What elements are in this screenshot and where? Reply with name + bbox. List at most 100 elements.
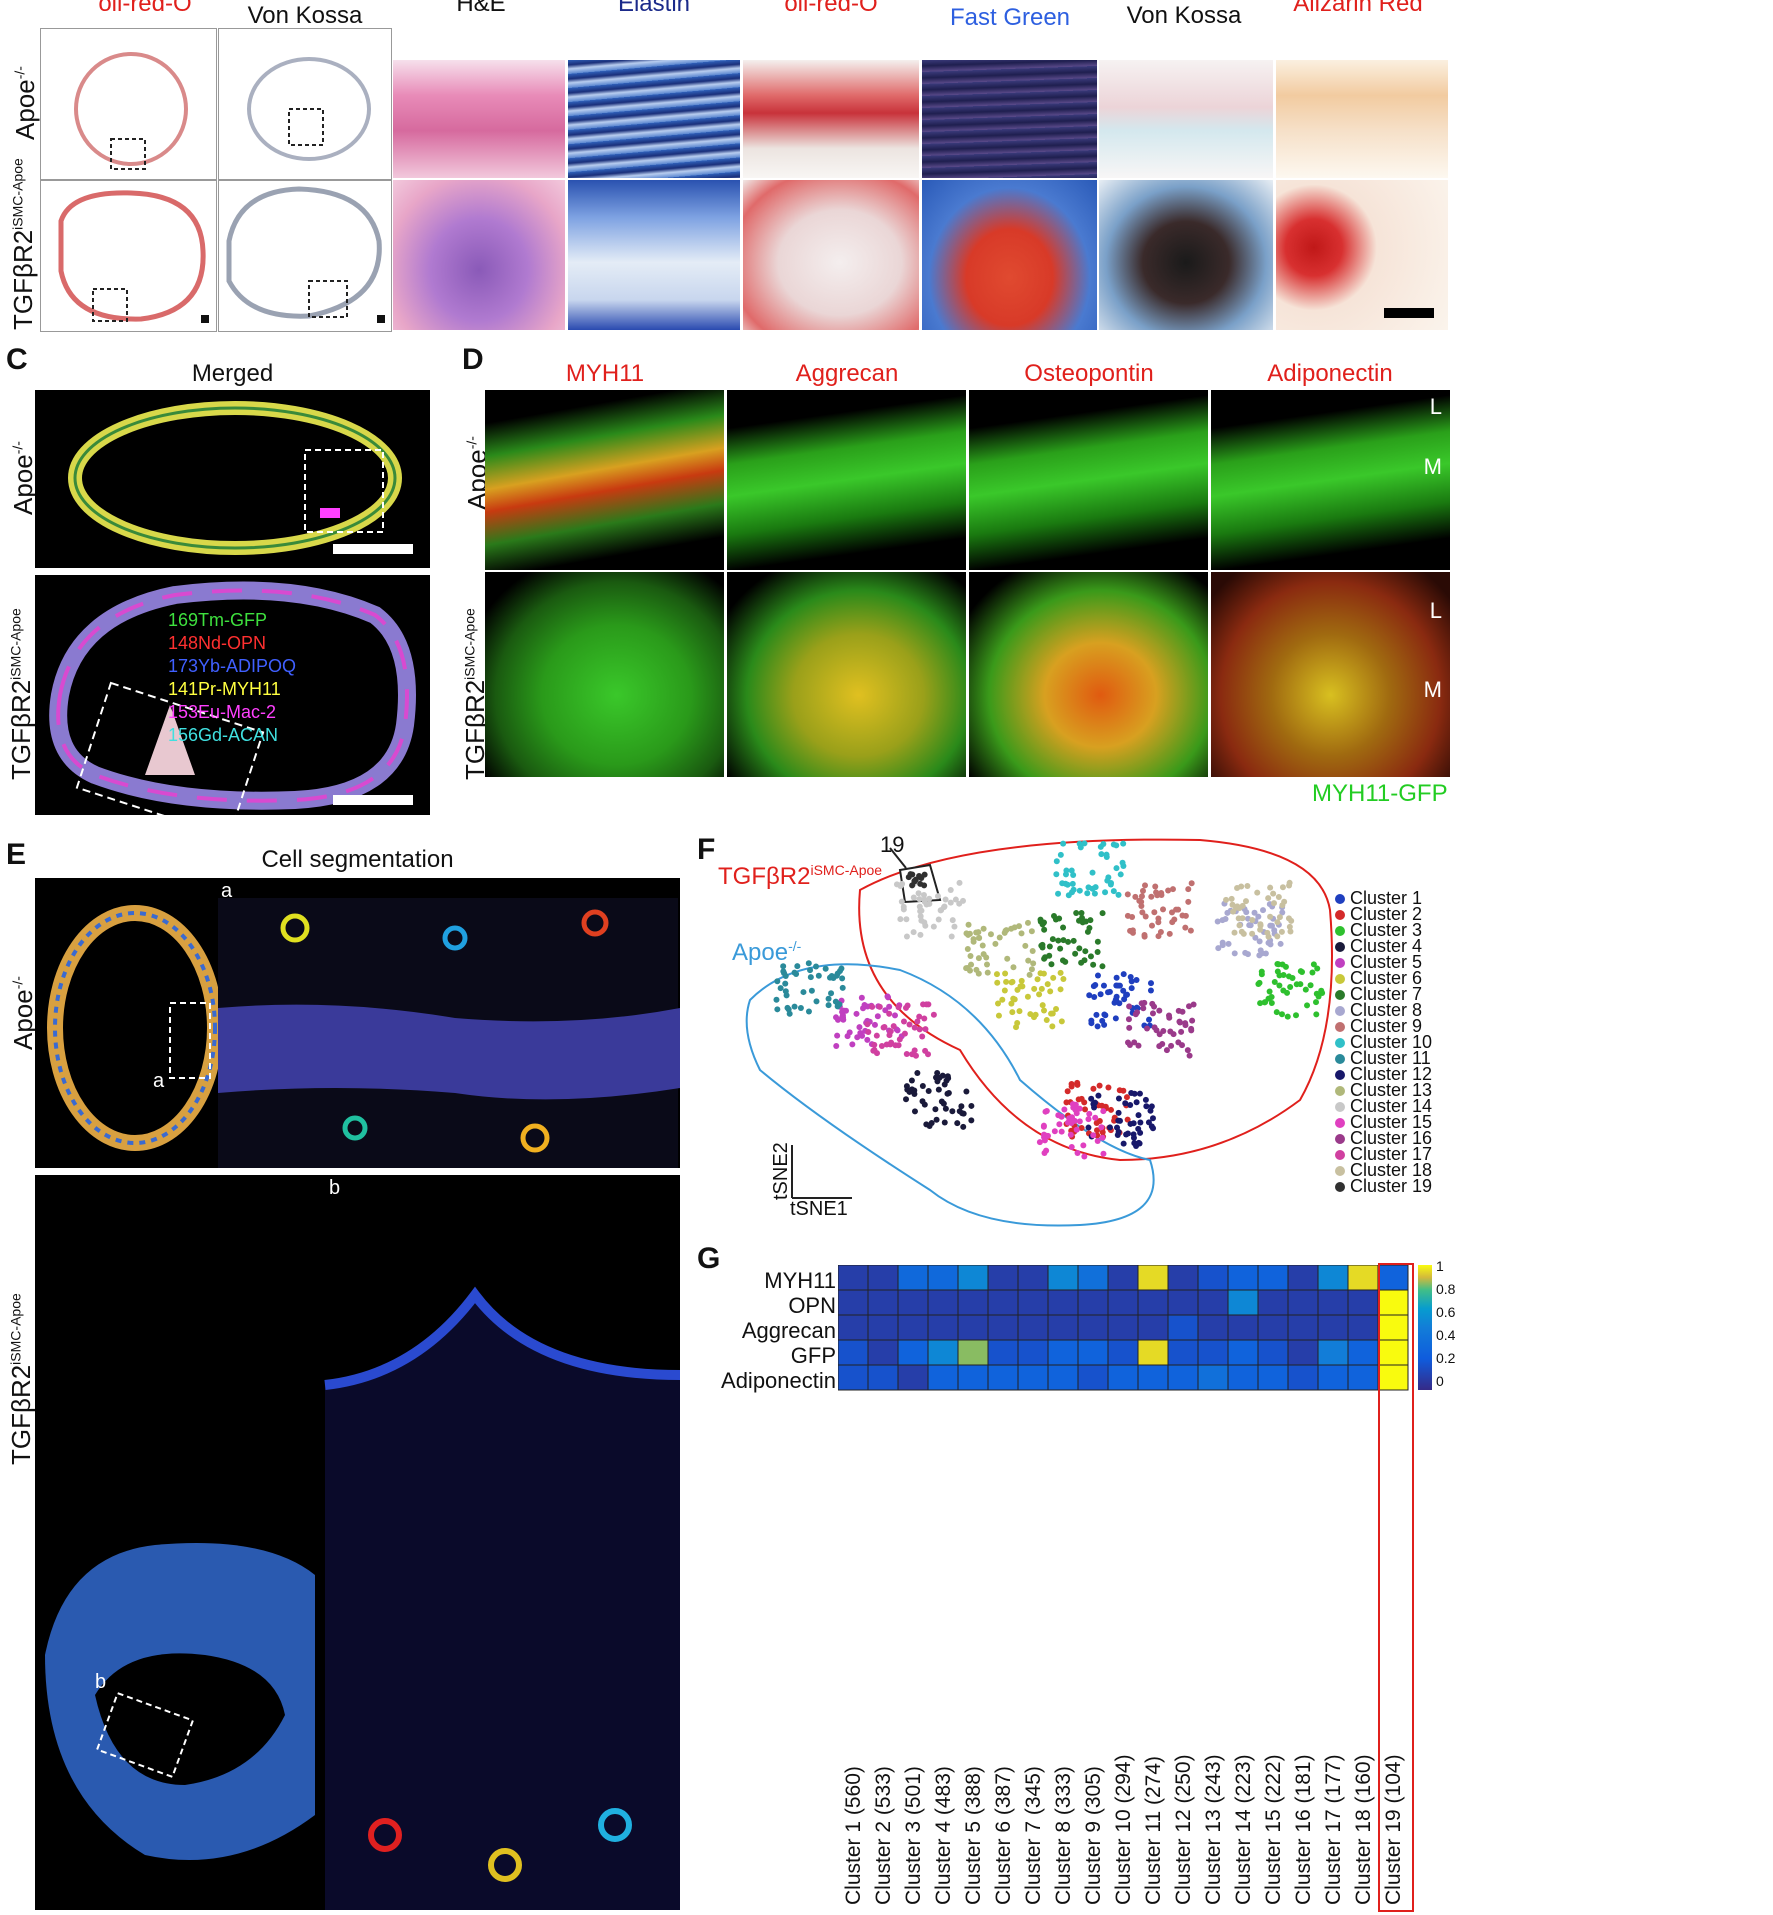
panel-b-tgf-vonkossa — [1099, 180, 1273, 330]
heatmap-cell — [957, 1339, 989, 1366]
heatmap-cell — [987, 1289, 1019, 1316]
scatter-point — [1278, 928, 1285, 935]
scatter-point — [1252, 934, 1259, 941]
scatter-point — [1182, 1020, 1189, 1027]
scatter-point — [839, 1014, 846, 1021]
scatter-point — [1073, 1110, 1080, 1117]
heat-row-label-opn: OPN — [788, 1293, 836, 1318]
heatmap-cell — [987, 1339, 1019, 1366]
scatter-point — [1064, 1088, 1071, 1095]
scatter-point — [1151, 1003, 1158, 1010]
scatter-point — [1135, 1042, 1142, 1049]
scatter-point — [1169, 886, 1176, 893]
scatter-point — [903, 1096, 910, 1103]
scatter-point — [949, 917, 956, 924]
scatter-point — [1154, 892, 1161, 899]
panel-c-letter: C — [6, 343, 28, 376]
scatter-point — [1265, 939, 1272, 946]
heatmap-cell — [1167, 1289, 1199, 1316]
scatter-point — [1251, 909, 1258, 916]
heatmap-column-label: Cluster 4 (483) — [932, 1766, 955, 1905]
scatter-point — [1124, 1116, 1131, 1123]
scatter-point — [782, 988, 789, 995]
scatter-point — [1092, 981, 1099, 988]
scatter-point — [1090, 1132, 1097, 1139]
scatter-point — [874, 1013, 881, 1020]
scatter-point — [1076, 1105, 1083, 1112]
panel-e-title: Cell segmentation — [261, 846, 454, 873]
heatmap-cell — [867, 1339, 899, 1366]
scatter-point — [800, 989, 807, 996]
scatter-point — [794, 963, 801, 970]
panel-b-title-alizarin: Alizarin Red — [1293, 0, 1423, 17]
scatter-point — [921, 1015, 928, 1022]
scatter-point — [1274, 933, 1281, 940]
scatter-point — [825, 1002, 832, 1009]
panel-e-tgf-image: b b — [35, 1175, 680, 1910]
scatter-point — [903, 916, 910, 923]
scatter-point — [1094, 1127, 1101, 1134]
heatmap-cell — [897, 1314, 929, 1341]
scatter-point — [1270, 890, 1277, 897]
scatter-point — [1135, 1112, 1142, 1119]
scatter-point — [900, 1018, 907, 1025]
marker-adipoq: 173Yb-ADIPOQ — [168, 656, 297, 676]
scatter-point — [1099, 963, 1106, 970]
scatter-point — [911, 1108, 918, 1115]
scatter-point — [1124, 912, 1131, 919]
scatter-point — [1055, 1112, 1062, 1119]
scatter-point — [1002, 970, 1009, 977]
legend-dot — [1335, 1150, 1345, 1161]
scatter-point — [1124, 1130, 1131, 1137]
heatmap-cell — [1107, 1364, 1139, 1391]
scatter-point — [1070, 872, 1077, 879]
label-L-top: L — [1429, 394, 1442, 419]
panel-d-footer: MYH11-GFP — [1312, 780, 1448, 807]
scatter-point — [921, 919, 928, 926]
scatter-point — [1115, 982, 1122, 989]
heatmap-cell — [1227, 1364, 1259, 1391]
scatter-point — [1163, 1047, 1170, 1054]
scatter-point — [1144, 1025, 1151, 1032]
scatter-point — [1189, 1017, 1196, 1024]
scatter-point — [813, 963, 820, 970]
scatter-point — [828, 990, 835, 997]
legend-item: Cluster 9 — [1335, 1016, 1422, 1037]
scatter-point — [1100, 1108, 1107, 1115]
legend-label: Cluster 10 — [1350, 1032, 1433, 1052]
scatter-point — [1092, 1114, 1099, 1121]
colorbar-tick: 0 — [1436, 1373, 1444, 1389]
scatter-point — [917, 931, 924, 938]
scatter-point — [1268, 1000, 1275, 1007]
scatter-point — [1068, 1120, 1075, 1127]
scatter-point — [1055, 937, 1062, 944]
scatter-point — [839, 975, 846, 982]
scatter-point — [873, 1032, 880, 1039]
scatter-point — [922, 1026, 929, 1033]
panel-d-tgf-osteopontin — [969, 572, 1208, 777]
scatter-point — [1049, 1023, 1056, 1030]
heatmap-cell — [957, 1265, 989, 1291]
panel-g-highlight-box — [1378, 1263, 1414, 1912]
colorbar-tick: 0.2 — [1436, 1350, 1456, 1366]
heatmap-cell — [1227, 1289, 1259, 1316]
heatmap-cell — [1317, 1314, 1349, 1341]
scatter-point — [1076, 1118, 1083, 1125]
heatmap-cell — [1287, 1314, 1319, 1341]
scatter-point — [968, 1102, 975, 1109]
row-label-apoe-a: Apoe-/- — [10, 66, 40, 140]
scatter-point — [1123, 1094, 1130, 1101]
panel-d-letter: D — [462, 343, 484, 376]
heatmap-cell — [897, 1289, 929, 1316]
scatter-point — [786, 1010, 793, 1017]
scatter-point — [1160, 1027, 1167, 1034]
heatmap-cell — [1347, 1339, 1379, 1366]
legend-label: Cluster 12 — [1350, 1064, 1433, 1084]
heatmap-cell — [1257, 1364, 1289, 1391]
heatmap-column-label: Cluster 6 (387) — [992, 1766, 1015, 1905]
panel-f-axis-x: tSNE1 — [790, 1198, 848, 1220]
scatter-point — [1056, 1121, 1063, 1128]
scatter-point — [930, 923, 937, 930]
scatter-point — [822, 965, 829, 972]
scatter-point — [894, 1027, 901, 1034]
